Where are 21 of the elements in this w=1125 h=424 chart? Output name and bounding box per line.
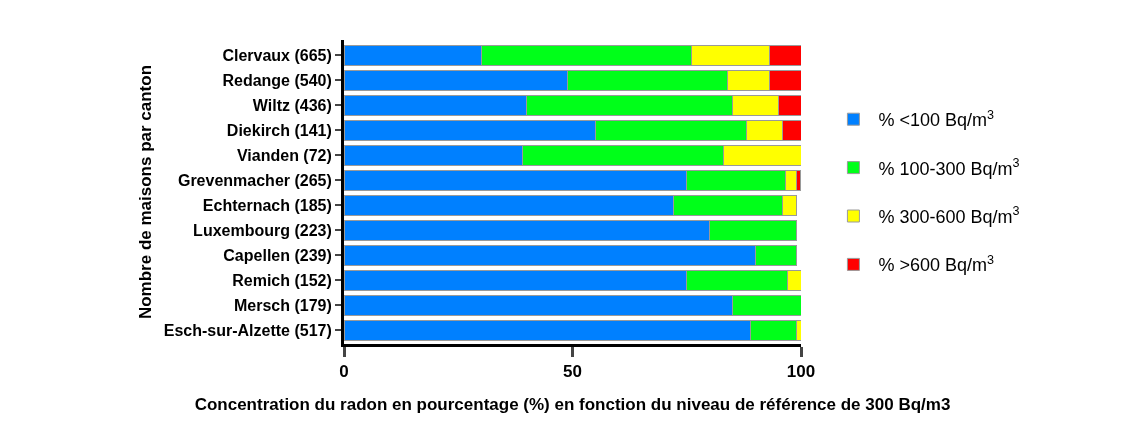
y-tick-label: Mersch (179) bbox=[233, 296, 332, 314]
y-tick-label: Capellen (239) bbox=[223, 246, 332, 264]
legend-label: % 100-300 Bq/m$^{3}$ bbox=[878, 156, 1020, 179]
y-tick-label: Redange (540) bbox=[222, 71, 332, 89]
x-tick-label: 100 bbox=[786, 362, 816, 382]
y-tick-label: Esch-sur-Alzette (517) bbox=[163, 321, 332, 339]
x-tick-label: 0 bbox=[339, 362, 349, 382]
x-tick-label: 50 bbox=[563, 362, 582, 382]
y-tick-label: Wiltz (436) bbox=[252, 96, 332, 114]
y-tick-label: Remich (152) bbox=[232, 271, 332, 289]
y-tick-label: Diekirch (141) bbox=[226, 121, 332, 139]
y-tick-label: Echternach (185) bbox=[202, 196, 332, 214]
x-axis-title: Concentration du radon en pourcentage (%) en fonction du niveau de référence de 300 Bq/m3 bbox=[194, 394, 951, 414]
legend-label: % 300-600 Bq/m$^{3}$ bbox=[878, 204, 1020, 228]
legend-label: % >600 Bq/m$^{3}$ bbox=[878, 252, 994, 276]
y-tick-label: Clervaux (665) bbox=[222, 46, 332, 64]
legend-label: % <100 Bq/m$^{3}$ bbox=[878, 107, 994, 131]
y-tick-label: Luxembourg (223) bbox=[193, 221, 332, 239]
y-axis-title: Nombre de maisons par canton bbox=[136, 64, 156, 320]
y-tick-label: Vianden (72) bbox=[236, 146, 332, 164]
y-tick-label: Grevenmacher (265) bbox=[177, 171, 332, 189]
